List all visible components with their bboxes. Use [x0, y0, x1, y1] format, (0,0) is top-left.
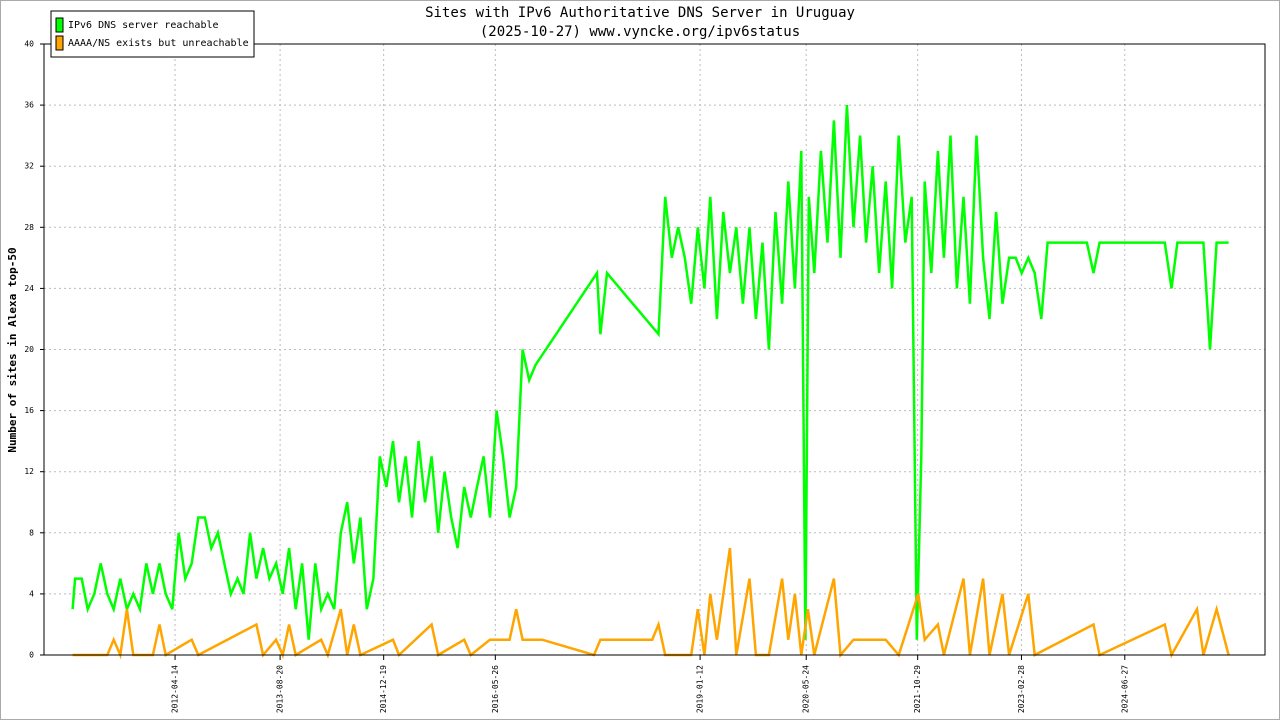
legend-label: AAAA/NS exists but unreachable	[68, 38, 249, 49]
chart-title: Sites with IPv6 Authoritative DNS Server…	[425, 5, 855, 21]
series-line	[72, 547, 1230, 660]
legend: IPv6 DNS server reachable AAAA/NS exists …	[50, 10, 255, 58]
plot	[71, 105, 1230, 660]
grid	[44, 43, 1265, 656]
y-tick-label: 24	[24, 284, 34, 293]
legend-box	[50, 10, 255, 58]
y-tick-label: 12	[24, 467, 34, 476]
legend-label: IPv6 DNS server reachable	[68, 20, 219, 31]
y-tick-label: 28	[24, 223, 34, 232]
y-tick-label: 0	[29, 651, 34, 660]
y-tick-label: 20	[24, 345, 34, 354]
x-tick-label: 2014-12-19	[379, 665, 388, 713]
y-tick-label: 8	[29, 528, 34, 537]
series-line	[71, 105, 1229, 640]
y-tick-label: 36	[24, 101, 34, 110]
x-tick-label: 2012-04-14	[171, 665, 180, 713]
y-tick-label: 32	[24, 162, 34, 171]
y-tick-label: 4	[29, 589, 34, 598]
x-tick-label: 2024-06-27	[1120, 665, 1129, 713]
legend-swatch	[55, 35, 64, 51]
x-tick-label: 2016-05-26	[491, 665, 500, 713]
y-axis-label: Number of sites in Alexa top-50	[6, 247, 19, 452]
legend-swatch	[55, 17, 64, 33]
x-tick-label: 2013-08-20	[276, 665, 285, 713]
x-tick-label: 2020-05-24	[802, 665, 811, 713]
x-tick-label: 2023-02-28	[1017, 665, 1026, 713]
chart-subtitle: (2025-10-27) www.vyncke.org/ipv6status	[480, 24, 800, 40]
x-tick-label: 2021-10-29	[913, 665, 922, 713]
y-tick-label: 16	[24, 406, 34, 415]
y-tick-label: 40	[24, 40, 34, 49]
x-tick-label: 2019-01-12	[696, 665, 705, 713]
